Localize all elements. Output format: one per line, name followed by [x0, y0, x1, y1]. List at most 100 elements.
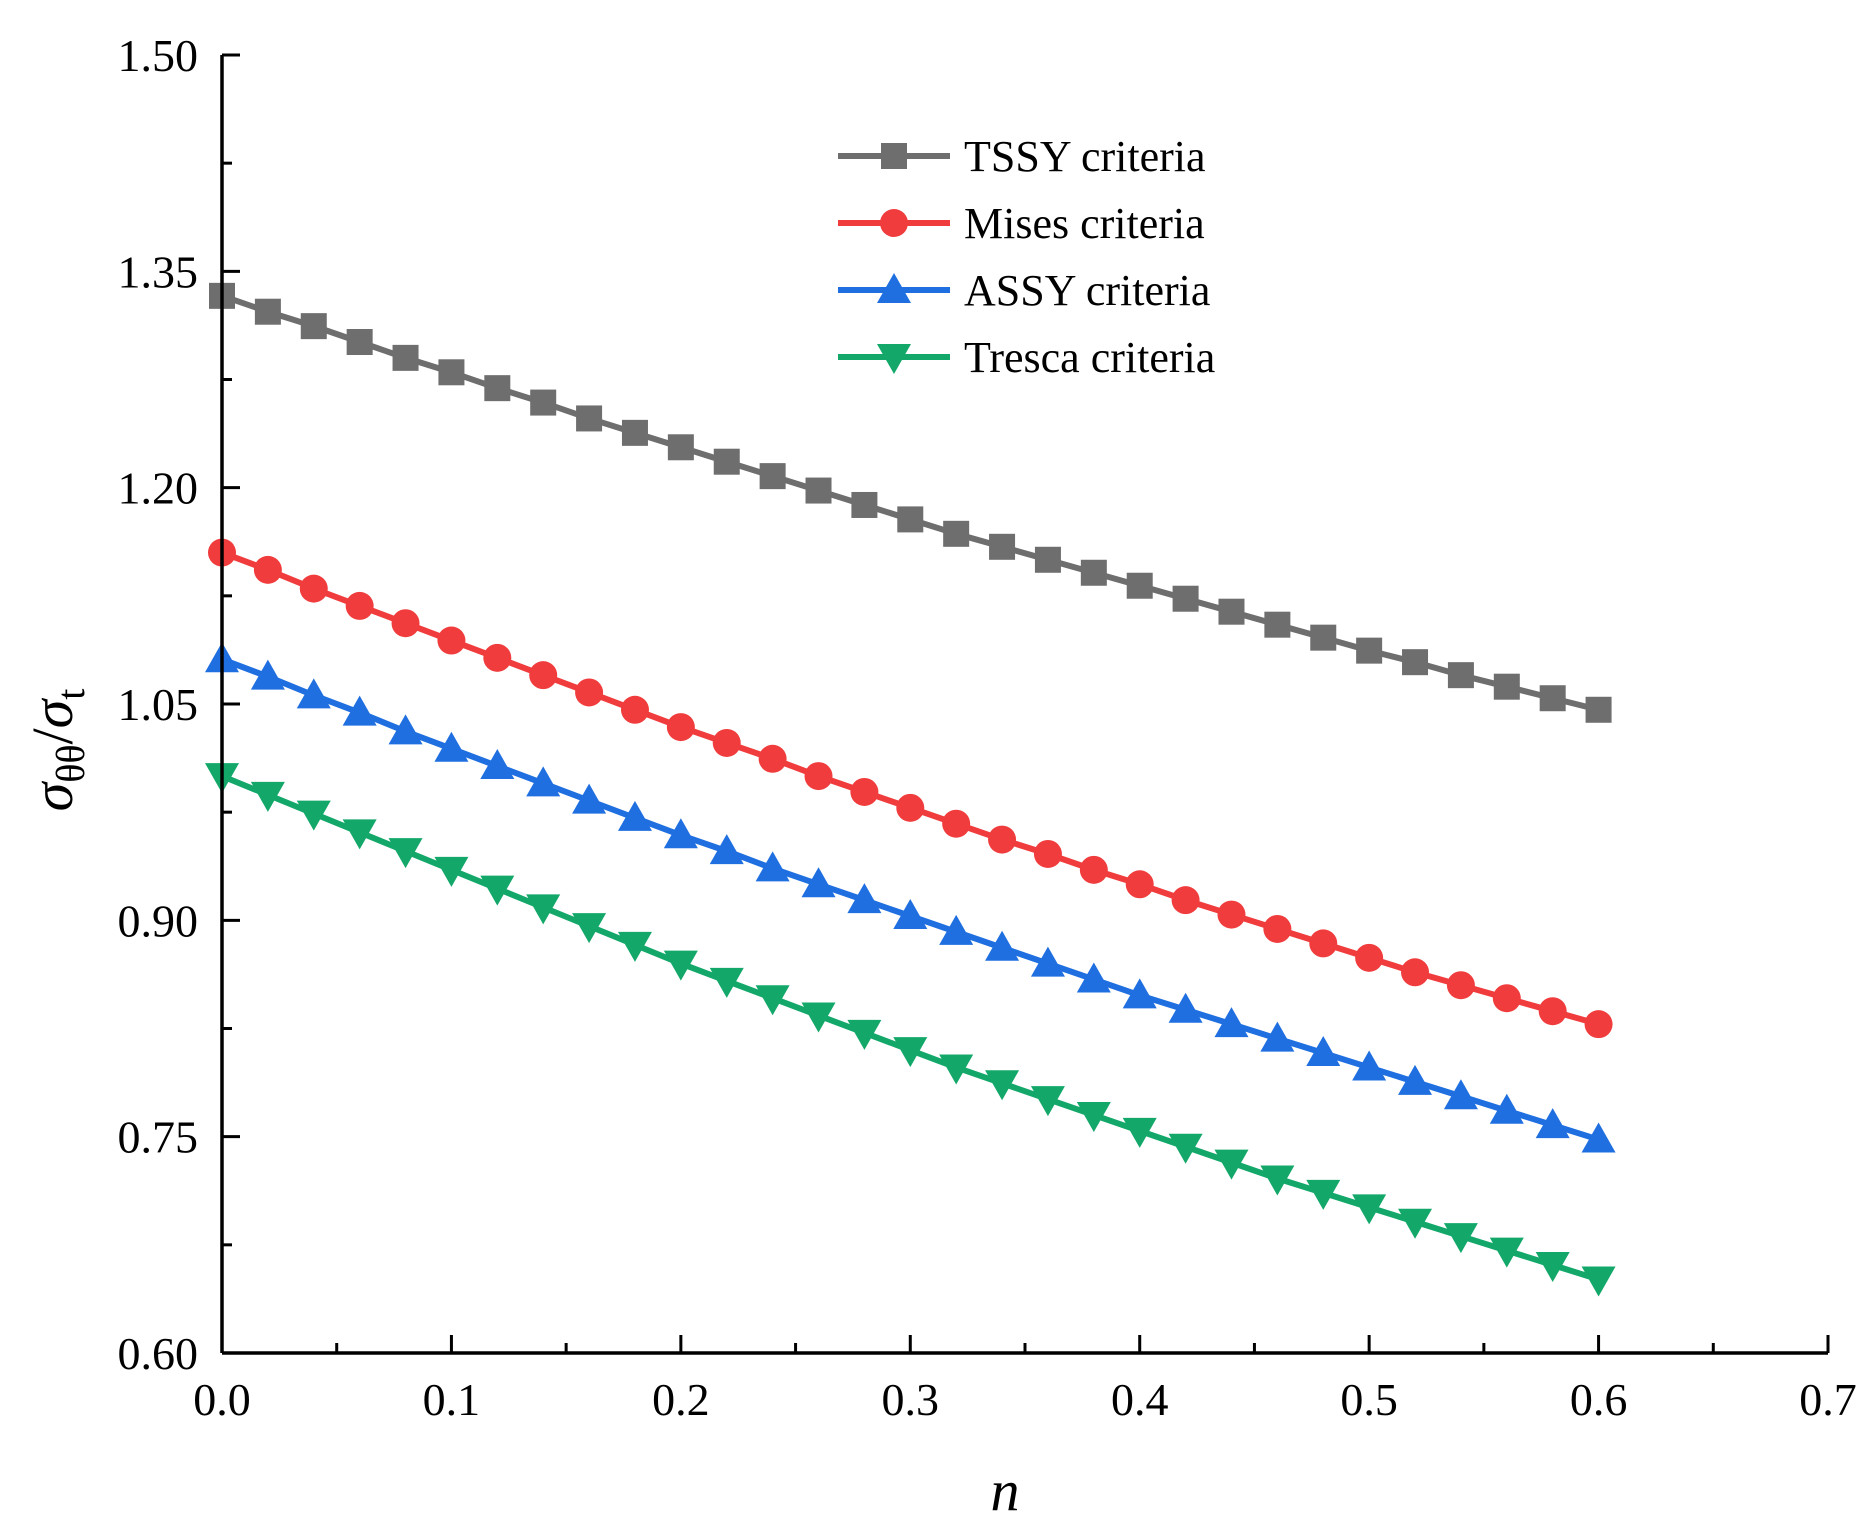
data-point [299, 574, 328, 603]
data-point [346, 329, 373, 356]
x-tick-label: 0.1 [423, 1374, 481, 1425]
x-tick-label: 0.2 [652, 1374, 710, 1425]
data-point [1581, 1266, 1616, 1297]
data-point [897, 506, 924, 533]
data-point [985, 930, 1020, 961]
legend: TSSY criteria Mises criteria ASSY criteria… [838, 132, 1215, 382]
legend-marker [877, 344, 911, 374]
data-point [1306, 1179, 1341, 1210]
y-tick-label: 1.20 [118, 463, 199, 514]
data-point [296, 800, 331, 831]
data-point [801, 867, 836, 898]
data-point [1122, 978, 1157, 1009]
series-tssy-criteria [209, 282, 1612, 723]
data-point [666, 713, 695, 742]
data-point [388, 714, 423, 745]
legend-marker [877, 273, 911, 303]
data-point [755, 985, 790, 1016]
data-point [709, 834, 744, 865]
data-point [1585, 696, 1612, 723]
y-title-sub-2: t [48, 689, 93, 700]
data-point [342, 819, 377, 850]
x-tick-label: 0.7 [1799, 1374, 1857, 1425]
data-point [1168, 992, 1203, 1023]
x-tick-label: 0.4 [1111, 1374, 1169, 1425]
data-point [575, 678, 604, 707]
data-point [1401, 958, 1430, 987]
data-point [893, 1037, 928, 1068]
data-point [1171, 886, 1200, 915]
series-mises-criteria [208, 538, 1613, 1039]
series-assy-criteria [205, 642, 1616, 1153]
data-point [943, 520, 970, 547]
data-point [1214, 1149, 1249, 1180]
data-point [1489, 1237, 1524, 1268]
data-point [1030, 946, 1065, 977]
data-point [572, 913, 607, 944]
series-line [220, 549, 1600, 1028]
data-point [621, 419, 648, 446]
y-title-sub-1: θθ [48, 744, 93, 782]
y-tick-label: 0.75 [118, 1112, 199, 1163]
legend-item: TSSY criteria [838, 132, 1206, 181]
data-point [254, 298, 281, 325]
data-point [434, 731, 469, 762]
data-point [1214, 1007, 1249, 1038]
data-point [296, 678, 331, 709]
data-point [250, 659, 285, 690]
y-tick-label: 0.60 [118, 1328, 199, 1379]
x-tick-label: 0.6 [1570, 1374, 1628, 1425]
data-point [1581, 1122, 1616, 1153]
data-point [1493, 673, 1520, 700]
x-tick-label: 0.3 [882, 1374, 940, 1425]
data-point [484, 375, 511, 402]
data-point [572, 783, 607, 814]
data-point [1352, 1194, 1387, 1225]
series-tresca-criteria [205, 763, 1616, 1297]
data-point [1446, 971, 1475, 1000]
data-point [1172, 585, 1199, 612]
data-point [1079, 855, 1108, 884]
data-point [893, 899, 928, 930]
data-point [1218, 598, 1245, 625]
data-point [850, 777, 879, 806]
data-point [805, 477, 832, 504]
legend-item: ASSY criteria [838, 266, 1210, 315]
data-point [801, 1002, 836, 1033]
data-point [617, 800, 652, 831]
data-point [620, 695, 649, 724]
data-point [1126, 572, 1153, 599]
data-point [759, 463, 786, 490]
data-point [1033, 839, 1062, 868]
data-point [1076, 962, 1111, 993]
data-point [939, 1054, 974, 1085]
data-point [480, 749, 515, 780]
data-point [1447, 662, 1474, 689]
data-point [250, 781, 285, 812]
data-point [1306, 1036, 1341, 1067]
data-point [667, 434, 694, 461]
data-point [1492, 984, 1521, 1013]
data-point [438, 359, 465, 386]
data-point [1539, 685, 1566, 712]
axes: 0.0 0.1 0.2 0.3 0.4 0.5 0.6 0.7 0.60 0.75 0.90 1.05… [118, 30, 1857, 1425]
data-point [663, 950, 698, 981]
data-point [480, 875, 515, 906]
y-tick-label: 1.35 [118, 246, 199, 297]
data-point [526, 766, 561, 797]
data-point [1535, 1108, 1570, 1139]
legend-label: Tresca criteria [964, 333, 1215, 382]
data-point [1030, 1086, 1065, 1117]
data-point [1443, 1079, 1478, 1110]
data-point [1076, 1102, 1111, 1133]
legend-marker [880, 209, 908, 237]
legend-label: Mises criteria [964, 199, 1205, 248]
data-point [1122, 1117, 1157, 1148]
data-point [437, 626, 466, 655]
svg-text:σθθ/σt: σθθ/σt [20, 689, 93, 812]
data-point [989, 533, 1016, 560]
y-tick-label: 1.05 [118, 679, 199, 730]
data-point [1310, 624, 1337, 651]
data-point [388, 838, 423, 869]
